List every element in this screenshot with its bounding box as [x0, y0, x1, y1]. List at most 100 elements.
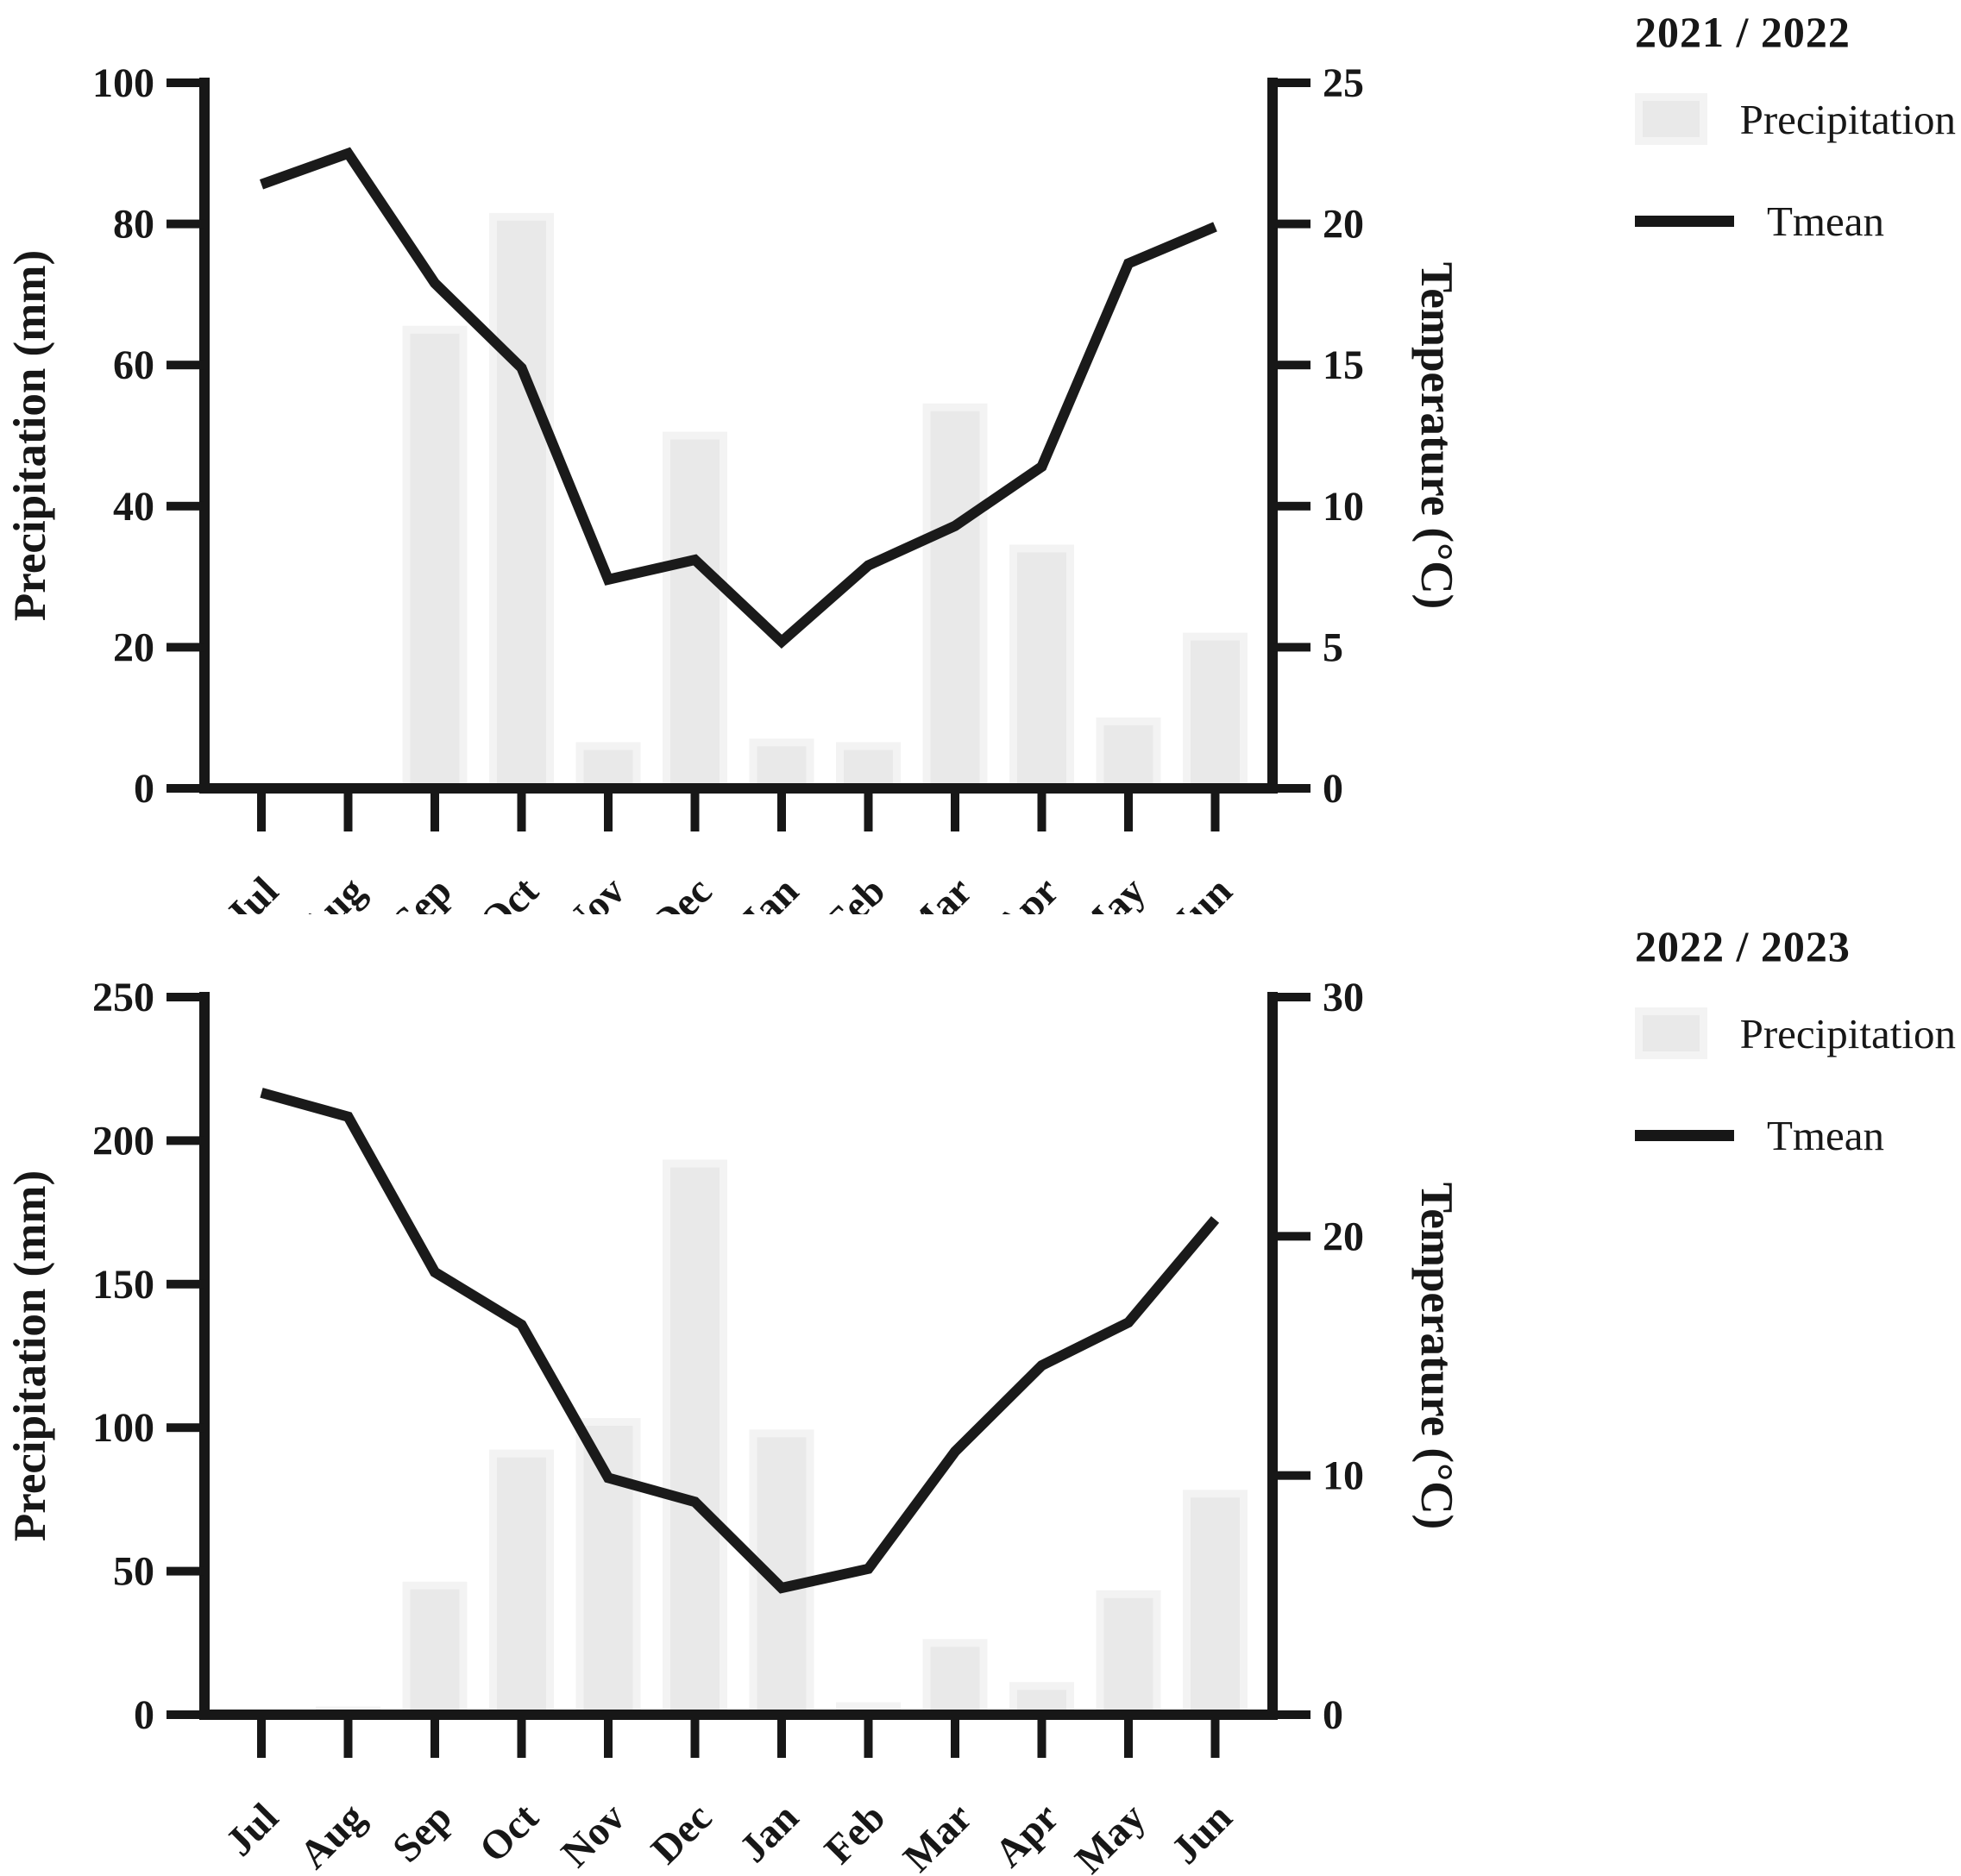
precipitation-bar — [663, 1159, 727, 1719]
precipitation-bar — [749, 738, 814, 793]
right-axis-tick-label: 25 — [1323, 60, 1364, 106]
x-axis-tick — [1210, 1720, 1220, 1758]
left-axis-tick — [167, 1136, 204, 1145]
x-axis-tick — [431, 794, 439, 831]
left-axis-tick — [167, 1279, 204, 1289]
month-label: Nov — [553, 869, 634, 914]
legend-item-precipitation: Precipitation — [1635, 93, 1956, 145]
right-axis-tick-label: 20 — [1323, 202, 1364, 248]
left-axis-tick — [167, 1566, 204, 1576]
right-axis-tick — [1273, 501, 1310, 511]
chart-2022-2023-plot: 0 50 100 150 200 250 0 10 20 30 Jul Aug Sep Oct Nov Dec… — [5, 975, 1461, 1876]
month-label: Mar — [895, 869, 981, 914]
precipitation-bar — [489, 1449, 554, 1719]
left-axis-tick-label: 20 — [113, 624, 154, 670]
x-axis-tick — [431, 1720, 439, 1758]
x-axis-tick — [517, 1720, 526, 1758]
right-axis-title: Temperature (°C) — [1411, 262, 1461, 609]
month-label: Jul — [217, 1795, 287, 1865]
x-axis-tick — [777, 794, 786, 831]
left-axis-tick-label: 0 — [134, 1692, 154, 1738]
precipitation-bar — [402, 1581, 468, 1719]
left-axis-tick — [167, 1710, 204, 1719]
right-axis-tick-label: 20 — [1323, 1214, 1364, 1259]
month-label: Dec — [643, 869, 720, 914]
left-axis-tick-label: 150 — [92, 1262, 154, 1308]
x-axis-tick — [951, 794, 959, 831]
left-axis-tick-label: 100 — [92, 1405, 154, 1451]
month-label: Feb — [816, 1795, 894, 1873]
x-axis-tick — [343, 794, 353, 831]
x-axis-tick — [604, 1720, 613, 1758]
axis-tick-labels: 0 20 40 60 80 100 0 5 10 15 20 25 — [92, 60, 1364, 812]
chart-2021-2022-plot: 0 20 40 60 80 100 0 5 10 15 20 25 Jul Aug Sep Oct Nov Dec… — [5, 60, 1461, 914]
x-axis-tick — [257, 1720, 266, 1758]
legend-2021-2022: 2021 / 2022 Precipitation Tmean — [1635, 7, 1956, 246]
x-axis-tick — [690, 1720, 700, 1758]
precipitation-bar — [1096, 717, 1161, 793]
month-label: Jun — [1163, 869, 1241, 914]
left-axis-line — [199, 992, 210, 1720]
month-label: Oct — [471, 869, 548, 914]
right-axis-tick-label: 15 — [1323, 342, 1364, 388]
chart-2021-2022: 0 20 40 60 80 100 0 5 10 15 20 25 Jul Aug Sep Oct Nov Dec… — [0, 0, 1961, 914]
right-axis-tick-label: 30 — [1323, 975, 1364, 1020]
left-axis-tick-label: 0 — [134, 766, 154, 812]
x-axis-tick — [864, 794, 873, 831]
precipitation-swatch-icon — [1635, 1007, 1707, 1059]
month-label: Jun — [1163, 1795, 1241, 1873]
month-label: Oct — [471, 1795, 548, 1872]
right-axis-tick-label: 0 — [1323, 766, 1343, 812]
x-axis-tick — [1037, 794, 1046, 831]
legend-label-tmean: Tmean — [1767, 1112, 1885, 1159]
right-axis-tick-label: 0 — [1323, 1692, 1343, 1738]
precipitation-bar — [1183, 1490, 1248, 1719]
month-label: Apr — [986, 869, 1067, 914]
right-axis-tick — [1273, 1471, 1310, 1480]
precipitation-bar — [575, 1418, 641, 1719]
left-axis-tick-label: 40 — [113, 484, 154, 530]
month-label: May — [1066, 1795, 1154, 1876]
left-axis-tick — [167, 361, 204, 370]
x-axis-line — [199, 783, 1278, 794]
legend-label-precipitation: Precipitation — [1739, 1009, 1956, 1057]
precipitation-bars — [402, 212, 1248, 793]
left-axis-tick — [167, 78, 204, 87]
x-axis-tick — [1210, 794, 1220, 831]
x-axis-tick — [257, 794, 266, 831]
right-axis-tick — [1273, 643, 1310, 652]
legend-item-tmean: Tmean — [1635, 1111, 1956, 1160]
left-axis-title: Precipitation (mm) — [5, 250, 55, 621]
precipitation-bar — [836, 742, 901, 793]
x-axis-tick — [951, 1720, 959, 1758]
tmean-line — [260, 1088, 1220, 1594]
precipitation-bars — [316, 1159, 1248, 1719]
tmean-swatch-icon — [1635, 216, 1734, 227]
left-axis-line — [199, 78, 210, 794]
precipitation-bar — [1009, 544, 1074, 793]
right-axis-tick — [1273, 78, 1310, 87]
right-axis-tick-label: 5 — [1323, 624, 1343, 670]
right-axis-tick-label: 10 — [1323, 484, 1364, 530]
month-label: Nov — [553, 1795, 634, 1876]
legend-item-tmean: Tmean — [1635, 197, 1956, 246]
axis-ticks — [167, 993, 1310, 1758]
left-axis-tick-label: 50 — [113, 1549, 154, 1595]
legend-label-precipitation: Precipitation — [1739, 95, 1956, 143]
month-label: Apr — [986, 1795, 1067, 1876]
legend-item-precipitation: Precipitation — [1635, 1007, 1956, 1059]
left-axis-tick-label: 60 — [113, 342, 154, 388]
left-axis-tick — [167, 1423, 204, 1433]
month-label: Aug — [291, 1795, 374, 1876]
month-label: Sep — [384, 1795, 460, 1871]
right-axis-tick — [1273, 784, 1310, 793]
precipitation-bar — [922, 403, 988, 793]
left-axis-tick-label: 200 — [92, 1118, 154, 1164]
x-axis-tick — [343, 1720, 353, 1758]
left-axis-title: Precipitation (mm) — [5, 1170, 55, 1541]
right-axis-tick — [1273, 993, 1310, 1001]
axes — [199, 78, 1278, 794]
left-axis-tick — [167, 643, 204, 652]
month-label: Mar — [895, 1795, 981, 1876]
tmean-swatch-icon — [1635, 1130, 1734, 1141]
